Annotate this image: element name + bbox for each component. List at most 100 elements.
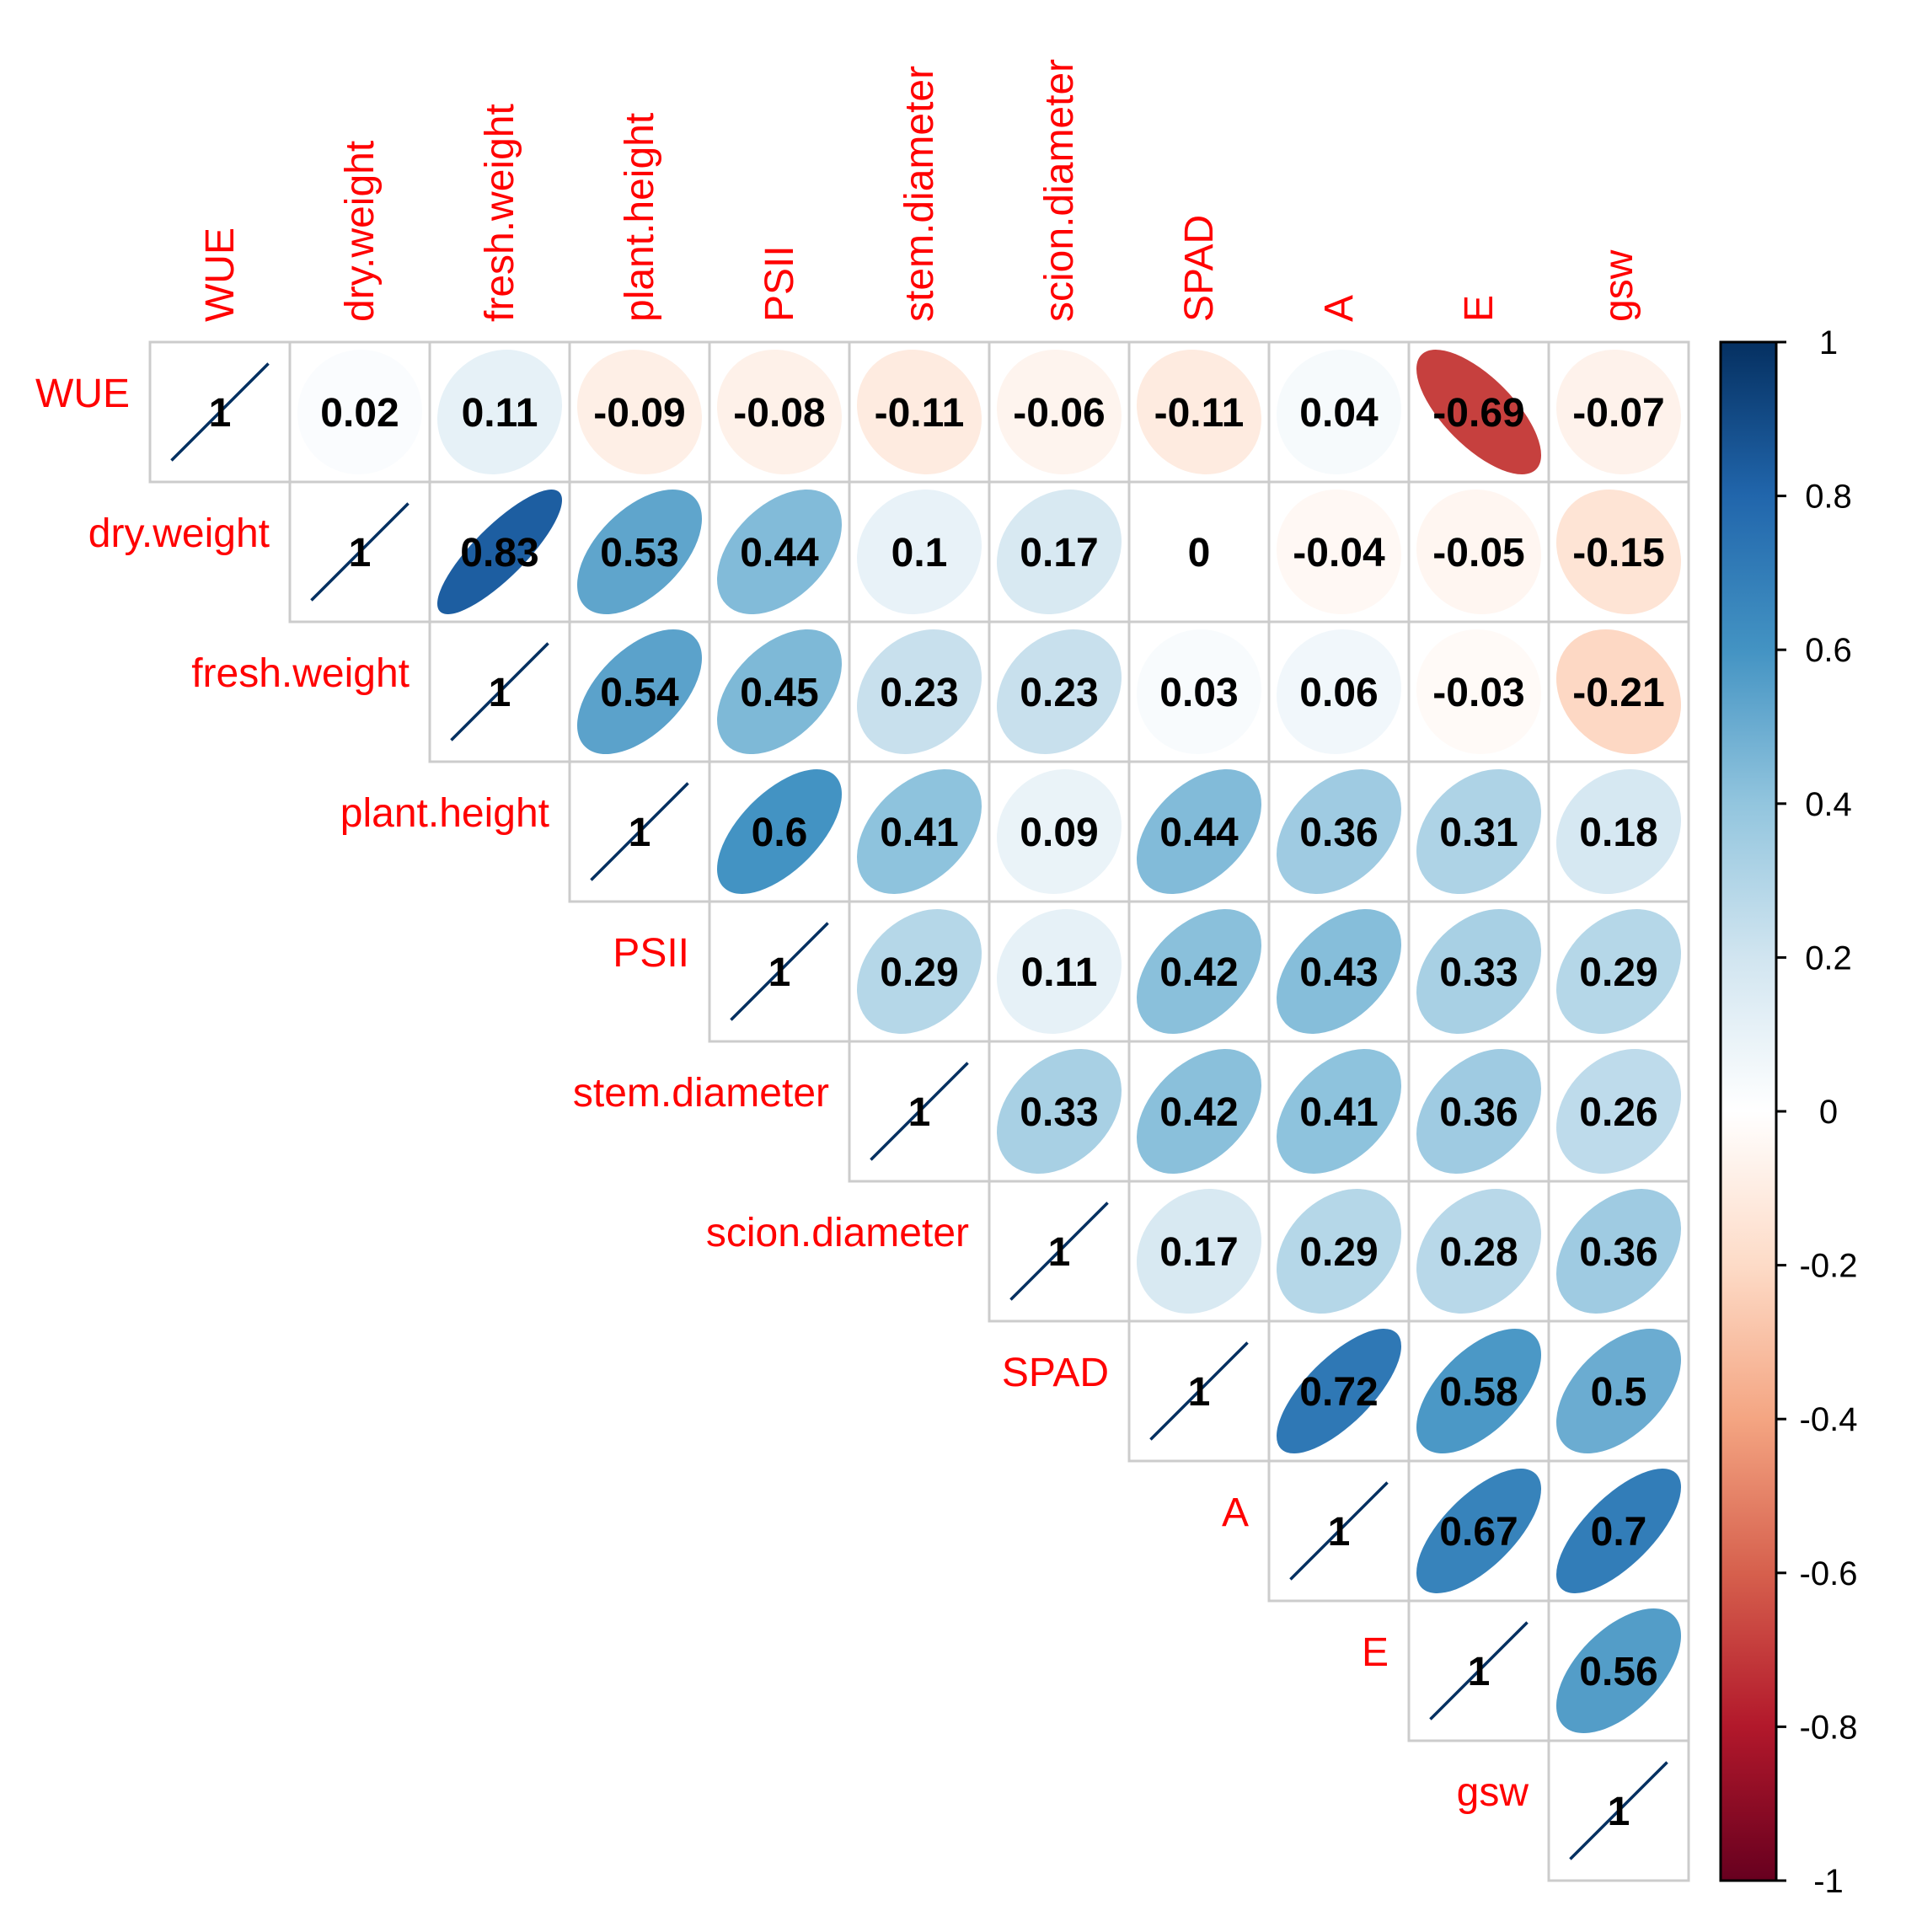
ellipse-mark — [997, 490, 1122, 614]
coefficient-label: 0.58 — [1439, 1370, 1518, 1415]
coefficient-label: 0.42 — [1159, 1090, 1238, 1135]
row-label-wue: WUE — [35, 372, 130, 416]
cell-dry-weight-gsw: -0.15 — [1547, 480, 1690, 623]
coefficient-label: -0.08 — [733, 391, 825, 436]
cell-dry-weight-e: -0.05 — [1407, 480, 1550, 623]
cell-stem-diameter-gsw: 0.26 — [1547, 1040, 1690, 1183]
cell-scion-diameter-e: 0.28 — [1407, 1180, 1550, 1323]
coefficient-label: 0.41 — [1299, 1090, 1378, 1135]
coefficient-label: -0.11 — [875, 391, 965, 436]
row-label-spad: SPAD — [1002, 1351, 1109, 1395]
coefficient-label: 0.36 — [1579, 1230, 1657, 1275]
row-label-scion-diameter: scion.diameter — [706, 1211, 969, 1255]
colorbar-tick-label: -0.2 — [1800, 1248, 1858, 1285]
cell-wue-a: 0.04 — [1267, 340, 1411, 484]
ellipse-mark — [1137, 1189, 1261, 1314]
row-label-gsw: gsw — [1457, 1770, 1529, 1815]
cell-wue-scion-diameter: -0.06 — [988, 340, 1131, 484]
coefficient-label: -0.15 — [1572, 531, 1664, 575]
coefficient-label: 1 — [1188, 1370, 1211, 1415]
cell-fresh-weight-gsw: -0.21 — [1547, 620, 1690, 763]
coefficient-label: -0.05 — [1432, 531, 1524, 575]
cell-wue-stem-diameter: -0.11 — [848, 340, 991, 484]
colorbar-tick-label: -1 — [1813, 1863, 1844, 1900]
cell-plant-height-plant-height: 1 — [568, 760, 711, 903]
coefficient-label: 0.44 — [740, 531, 819, 575]
cell-e-e: 1 — [1407, 1599, 1550, 1742]
ellipse-mark — [576, 349, 703, 475]
cell-fresh-weight-spad: 0.03 — [1127, 620, 1271, 763]
colorbar-gradient — [1719, 340, 1778, 1882]
row-label-stem-diameter: stem.diameter — [573, 1071, 829, 1116]
ellipse-mark — [1276, 1328, 1402, 1454]
ellipse-mark — [717, 769, 842, 894]
ellipse-mark — [1555, 1328, 1682, 1454]
cell-dry-weight-scion-diameter: 0.17 — [988, 480, 1131, 623]
ellipse-mark — [1276, 768, 1402, 895]
coefficient-label: 1 — [1608, 1790, 1630, 1834]
cell-psii-scion-diameter: 0.11 — [988, 900, 1131, 1043]
cell-a-gsw: 0.7 — [1547, 1459, 1690, 1603]
cell-wue-gsw: -0.07 — [1547, 340, 1690, 484]
ellipse-mark — [1416, 1189, 1541, 1314]
cell-e-gsw: 0.56 — [1547, 1599, 1690, 1742]
ellipse-mark — [1556, 769, 1681, 894]
ellipse-mark — [1276, 629, 1402, 755]
cell-psii-a: 0.43 — [1267, 900, 1411, 1043]
colorbar-tick-label: 0.8 — [1805, 479, 1852, 516]
cell-spad-spad: 1 — [1127, 1319, 1271, 1463]
colorbar-tick-label: 1 — [1819, 324, 1838, 361]
column-label-gsw: gsw — [1597, 249, 1641, 322]
coefficient-label: -0.06 — [1013, 391, 1105, 436]
cell-a-a: 1 — [1267, 1459, 1411, 1603]
cell-wue-e: -0.69 — [1407, 340, 1550, 484]
cell-dry-weight-fresh-weight: 0.83 — [428, 480, 571, 623]
coefficient-label: 0.36 — [1299, 811, 1378, 855]
cell-plant-height-a: 0.36 — [1267, 760, 1411, 903]
coefficient-label: 0.11 — [1021, 950, 1098, 995]
row-label-e: E — [1362, 1630, 1389, 1675]
ellipse-mark — [870, 1062, 969, 1161]
row-label-fresh-weight: fresh.weight — [191, 651, 410, 696]
coefficient-label: 0.44 — [1159, 811, 1239, 855]
cell-psii-e: 0.33 — [1407, 900, 1550, 1043]
ellipse-mark — [857, 629, 982, 754]
cell-plant-height-spad: 0.44 — [1127, 760, 1271, 903]
cell-fresh-weight-scion-diameter: 0.23 — [988, 620, 1131, 763]
ellipse-mark — [1277, 350, 1401, 474]
cell-wue-wue: 1 — [148, 340, 292, 484]
coefficient-label: 0.23 — [1020, 671, 1098, 715]
ellipse-mark — [577, 629, 702, 754]
cell-psii-spad: 0.42 — [1127, 900, 1271, 1043]
coefficient-label: 0.18 — [1579, 811, 1657, 855]
ellipse-mark — [1556, 490, 1681, 614]
cell-plant-height-gsw: 0.18 — [1547, 760, 1690, 903]
column-label-e: E — [1457, 295, 1502, 322]
column-label-scion-diameter: scion.diameter — [1037, 59, 1082, 322]
coefficient-label: 0.03 — [1159, 671, 1238, 715]
ellipse-mark — [1556, 909, 1681, 1034]
cell-stem-diameter-stem-diameter: 1 — [848, 1040, 991, 1183]
colorbar: 1 0.8 0.6 0.4 0.2 0 -0.2 -0.4 -0.6 -0.8 -1 — [1719, 324, 1858, 1900]
ellipse-mark — [1555, 1608, 1682, 1734]
ellipse-mark — [1149, 1341, 1249, 1441]
row-label-a: A — [1222, 1490, 1249, 1535]
coefficient-label: 0.26 — [1579, 1090, 1657, 1135]
column-label-stem-diameter: stem.diameter — [897, 66, 942, 322]
colorbar-tick-label: 0.6 — [1805, 632, 1852, 669]
ellipse-mark — [1009, 1201, 1109, 1301]
ellipse-mark — [1277, 1049, 1401, 1174]
column-label-wue: WUE — [198, 227, 243, 322]
colorbar-tick-label: 0.2 — [1805, 939, 1852, 977]
coefficient-label: 0.23 — [880, 671, 958, 715]
cell-fresh-weight-stem-diameter: 0.23 — [848, 620, 991, 763]
cell-fresh-weight-a: 0.06 — [1267, 620, 1411, 763]
ellipse-mark — [1277, 909, 1401, 1034]
cell-spad-a: 0.72 — [1267, 1319, 1411, 1463]
ellipse-mark — [1416, 350, 1541, 474]
coefficient-label: 1 — [349, 531, 372, 575]
column-label-a: A — [1317, 295, 1362, 322]
coefficient-label: 1 — [629, 811, 651, 855]
cell-stem-diameter-e: 0.36 — [1407, 1040, 1550, 1183]
cell-plant-height-psii: 0.6 — [708, 760, 851, 903]
